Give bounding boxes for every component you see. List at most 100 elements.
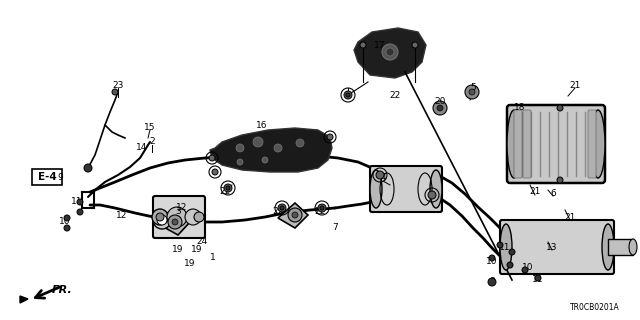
Circle shape (360, 42, 366, 48)
Circle shape (296, 139, 304, 147)
Circle shape (412, 42, 418, 48)
Ellipse shape (430, 170, 442, 208)
Text: 19: 19 (191, 245, 203, 254)
Circle shape (327, 134, 333, 140)
Circle shape (64, 225, 70, 231)
FancyBboxPatch shape (588, 110, 596, 178)
Text: 22: 22 (314, 207, 326, 217)
FancyBboxPatch shape (370, 166, 442, 212)
Text: 22: 22 (389, 91, 401, 100)
Polygon shape (278, 203, 308, 228)
Circle shape (522, 267, 528, 273)
Text: 4: 4 (380, 173, 386, 182)
Text: 16: 16 (256, 121, 268, 130)
FancyBboxPatch shape (523, 110, 531, 178)
Circle shape (209, 155, 215, 161)
Text: 2: 2 (149, 138, 155, 147)
Circle shape (376, 171, 384, 179)
Circle shape (509, 249, 515, 255)
Text: 5: 5 (470, 84, 476, 92)
Circle shape (77, 199, 83, 205)
Ellipse shape (370, 170, 382, 208)
Text: 11: 11 (499, 244, 511, 252)
Ellipse shape (591, 110, 605, 178)
Circle shape (112, 89, 118, 95)
Circle shape (280, 206, 284, 210)
Ellipse shape (507, 110, 521, 178)
Circle shape (557, 105, 563, 111)
Text: 23: 23 (112, 81, 124, 90)
Text: 18: 18 (515, 103, 525, 113)
FancyBboxPatch shape (500, 220, 614, 274)
Ellipse shape (602, 224, 614, 270)
Text: 11: 11 (532, 276, 544, 284)
Circle shape (346, 93, 350, 97)
Circle shape (428, 191, 436, 199)
Circle shape (77, 209, 83, 215)
Ellipse shape (500, 224, 512, 270)
Circle shape (157, 215, 167, 225)
Text: 1: 1 (210, 253, 216, 262)
Circle shape (288, 208, 302, 222)
Text: 24: 24 (196, 237, 207, 246)
Polygon shape (20, 296, 28, 303)
Circle shape (497, 242, 503, 248)
Text: 7: 7 (332, 223, 338, 233)
Circle shape (433, 101, 447, 115)
Circle shape (262, 157, 268, 163)
Text: 19: 19 (184, 260, 196, 268)
Circle shape (236, 144, 244, 152)
Text: 21: 21 (570, 81, 580, 90)
Circle shape (469, 89, 475, 95)
Circle shape (237, 159, 243, 165)
Polygon shape (160, 210, 190, 235)
FancyBboxPatch shape (153, 196, 205, 238)
Circle shape (507, 262, 513, 268)
Text: 12: 12 (176, 204, 188, 212)
Bar (608, 239, 633, 255)
Circle shape (278, 204, 286, 212)
Polygon shape (210, 128, 332, 172)
Text: 22: 22 (220, 188, 230, 196)
Circle shape (292, 212, 298, 218)
Circle shape (386, 48, 394, 56)
Circle shape (224, 184, 232, 192)
Text: 15: 15 (144, 124, 156, 132)
Text: 17: 17 (374, 41, 386, 50)
FancyBboxPatch shape (507, 105, 605, 183)
Text: 10: 10 (60, 218, 71, 227)
Circle shape (226, 186, 230, 190)
Text: FR.: FR. (52, 285, 72, 295)
Text: E-4: E-4 (38, 172, 56, 182)
Circle shape (84, 164, 92, 172)
Circle shape (344, 91, 352, 99)
FancyBboxPatch shape (514, 110, 522, 178)
Bar (32, 169, 62, 185)
Ellipse shape (629, 239, 637, 255)
Text: 14: 14 (136, 143, 148, 153)
Circle shape (185, 209, 201, 225)
Text: 10: 10 (486, 258, 498, 267)
Circle shape (274, 144, 282, 152)
Text: 6: 6 (550, 188, 556, 197)
Text: 21: 21 (529, 188, 541, 196)
Polygon shape (354, 28, 426, 78)
Circle shape (168, 215, 182, 229)
Circle shape (152, 209, 168, 225)
Text: 10: 10 (522, 263, 534, 273)
Circle shape (212, 169, 218, 175)
Circle shape (64, 215, 70, 221)
Circle shape (320, 206, 324, 210)
Circle shape (489, 255, 495, 261)
Circle shape (172, 219, 178, 225)
Circle shape (488, 278, 496, 286)
Circle shape (167, 207, 187, 227)
Circle shape (318, 204, 326, 212)
Circle shape (535, 275, 541, 281)
Circle shape (194, 212, 204, 222)
Text: 11: 11 (71, 197, 83, 206)
Text: TR0CB0201A: TR0CB0201A (570, 303, 620, 313)
Circle shape (153, 211, 171, 229)
Text: 8: 8 (489, 277, 495, 286)
Text: 21: 21 (564, 213, 576, 222)
